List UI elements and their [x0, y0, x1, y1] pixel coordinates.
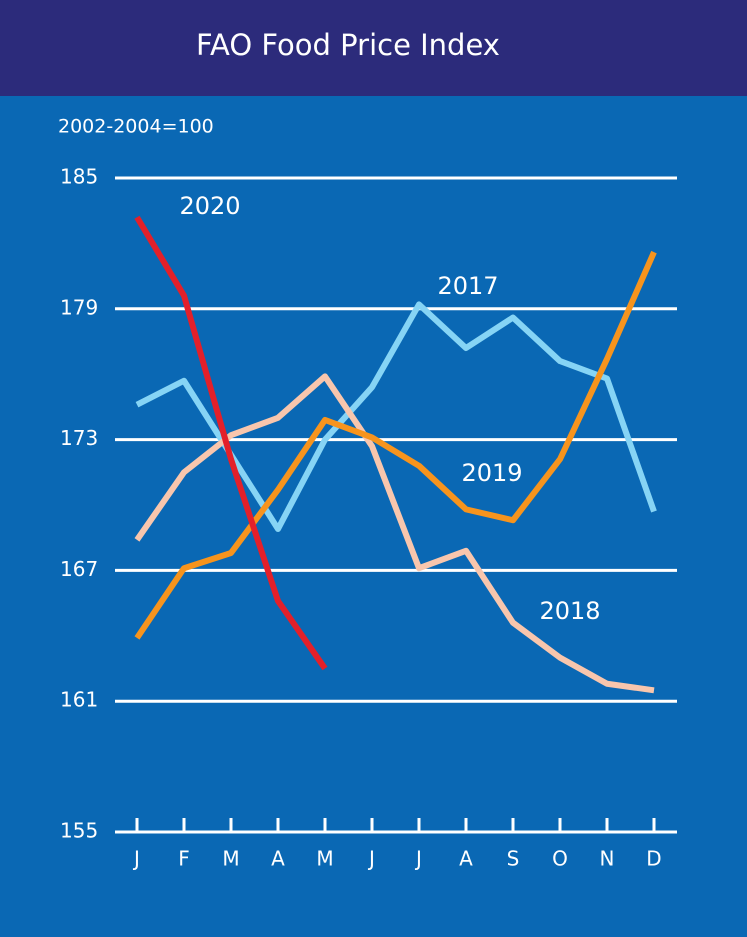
x-tick-label: J	[367, 847, 375, 871]
x-tick-label: J	[132, 847, 140, 871]
series-label: 2020	[179, 192, 240, 220]
x-tick-label: M	[316, 847, 333, 871]
x-tick-label: N	[600, 847, 615, 871]
x-tick-label: J	[414, 847, 422, 871]
x-tick-label: S	[507, 847, 520, 871]
y-tick-label: 179	[60, 295, 98, 319]
series-label: 2017	[437, 272, 498, 300]
chart-title: FAO Food Price Index	[196, 28, 500, 62]
y-tick-label: 161	[60, 688, 98, 712]
y-tick-label: 155	[60, 819, 98, 843]
y-tick-label: 167	[60, 557, 98, 581]
x-tick-label: O	[552, 847, 568, 871]
y-tick-label: 173	[60, 426, 98, 450]
x-tick-label: F	[178, 847, 190, 871]
x-tick-label: D	[646, 847, 661, 871]
x-tick-label: A	[271, 847, 285, 871]
series-line	[134, 215, 328, 671]
chart-subtitle: 2002-2004=100	[58, 116, 214, 138]
series-label: 2018	[539, 597, 600, 625]
x-tick-label: M	[222, 847, 239, 871]
header-band	[0, 0, 747, 96]
y-tick-label: 185	[60, 165, 98, 189]
series-line	[134, 250, 657, 640]
x-tick-label: A	[459, 847, 473, 871]
series-label: 2019	[461, 459, 522, 487]
